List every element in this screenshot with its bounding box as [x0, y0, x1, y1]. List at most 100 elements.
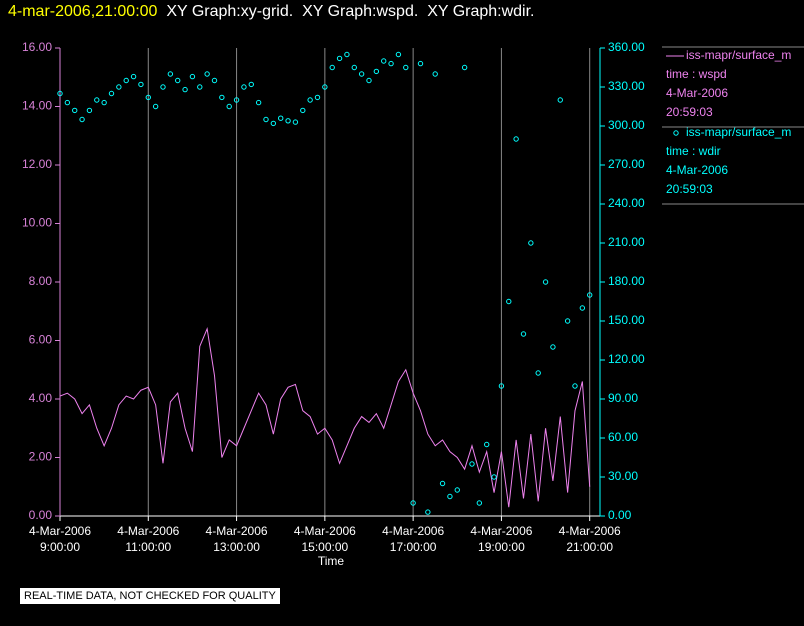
wdir-point: [520, 331, 527, 337]
title-text: XY Graph:xy-grid. XY Graph:wspd. XY Grap…: [166, 3, 535, 20]
wdir-point: [175, 77, 181, 84]
wdir-point: [506, 298, 512, 305]
wdir-point: [373, 68, 380, 75]
wdir-point: [366, 77, 372, 84]
x-tick-label: 4-Mar-2006 11:00:00: [117, 524, 180, 554]
legend-detail: 4-Mar-2006: [666, 163, 728, 177]
y2-tick-label: 120.00: [608, 352, 645, 366]
wdir-point: [292, 119, 299, 125]
y2-tick-label: 270.00: [608, 157, 645, 171]
legend-detail: 20:59:03: [666, 182, 713, 196]
wdir-point: [130, 73, 137, 80]
wdir-point: [255, 99, 262, 106]
wdir-point: [542, 279, 549, 285]
y2-tick-label: 330.00: [608, 79, 645, 93]
wdir-point: [557, 97, 563, 103]
y2-tick-label: 240.00: [608, 196, 645, 210]
wdir-point: [138, 81, 144, 88]
wdir-point: [447, 493, 453, 500]
y-tick-label: 0.00: [29, 508, 53, 522]
wdir-point: [57, 90, 63, 97]
wdir-point: [572, 383, 578, 389]
wdir-point: [204, 71, 210, 77]
y-tick-label: 2.00: [29, 450, 53, 464]
y2-tick-label: 30.00: [608, 469, 638, 483]
wdir-point: [123, 77, 129, 84]
wdir-point: [381, 58, 387, 64]
wdir-point: [314, 94, 321, 101]
wdir-point: [395, 51, 402, 58]
wdir-point: [461, 64, 468, 71]
x-tick-label: 4-Mar-2006 15:00:00: [293, 524, 356, 554]
wdir-point: [160, 84, 166, 90]
quality-note: REAL-TIME DATA, NOT CHECKED FOR QUALITY: [20, 588, 280, 604]
wdir-point: [491, 474, 497, 480]
x-tick-label: 4-Mar-2006 21:00:00: [558, 524, 621, 554]
wdir-point: [469, 461, 475, 467]
y2-tick-label: 360.00: [608, 40, 645, 54]
y2-tick-label: 180.00: [608, 274, 645, 288]
legend-detail: time : wdir: [666, 144, 721, 158]
wdir-point: [454, 487, 460, 493]
y-tick-label: 14.00: [22, 99, 52, 113]
wdir-point: [300, 107, 306, 114]
x-tick-label: 4-Mar-2006 9:00:00: [28, 524, 92, 554]
legend-label: iss-mapr/surface_m: [686, 48, 791, 62]
x-tick-label: 4-Mar-2006 13:00:00: [205, 524, 268, 554]
wdir-point: [72, 107, 78, 114]
legend-detail: 20:59:03: [666, 105, 713, 119]
wdir-point: [211, 77, 218, 84]
wdir-point: [278, 115, 284, 121]
wdir-point: [425, 509, 431, 515]
wdir-point: [64, 99, 71, 106]
wdir-point: [388, 60, 394, 67]
x-tick-label: 4-Mar-2006 17:00:00: [382, 524, 445, 554]
wdir-point: [410, 500, 416, 506]
y2-tick-label: 60.00: [608, 430, 638, 444]
wdir-point: [145, 94, 151, 101]
y-tick-label: 16.00: [22, 40, 52, 54]
y-tick-label: 8.00: [29, 274, 53, 288]
legend-swatch: [673, 130, 679, 136]
wdir-point: [94, 97, 100, 103]
y2-tick-label: 210.00: [608, 235, 645, 249]
wdir-point: [535, 370, 541, 376]
wdir-point: [285, 118, 291, 124]
x-axis-label: Time: [318, 554, 345, 568]
wdir-point: [233, 97, 240, 103]
wdir-point: [241, 84, 247, 90]
wdir-point: [403, 64, 409, 71]
y2-tick-label: 150.00: [608, 313, 645, 327]
wdir-point: [270, 120, 277, 127]
wdir-point: [329, 64, 335, 71]
wdir-point: [351, 64, 357, 71]
wdir-point: [579, 305, 586, 311]
title-time: 4-mar-2006,21:00:00: [8, 3, 158, 20]
wdir-point: [476, 500, 483, 506]
y-tick-label: 10.00: [22, 216, 52, 230]
y-tick-label: 6.00: [29, 333, 53, 347]
y-tick-label: 12.00: [22, 157, 52, 171]
legend-detail: 4-Mar-2006: [666, 86, 728, 100]
wdir-point: [86, 107, 93, 114]
wdir-point: [336, 55, 343, 62]
wdir-point: [226, 103, 232, 110]
wdir-point: [108, 90, 115, 97]
y2-tick-label: 0.00: [608, 508, 632, 522]
wdir-point: [322, 84, 328, 90]
wdir-point: [263, 116, 269, 123]
wdir-point: [79, 116, 85, 123]
wdir-point: [167, 71, 174, 77]
wdir-point: [197, 84, 203, 90]
chart-title: 4-mar-2006,21:00:00 XY Graph:xy-grid. XY…: [8, 3, 535, 21]
wdir-point: [439, 480, 446, 487]
wdir-point: [587, 292, 593, 298]
wdir-point: [564, 318, 571, 324]
wdir-point: [248, 81, 254, 88]
wdir-point: [307, 97, 313, 103]
wdir-point: [101, 99, 107, 106]
wdir-point: [116, 84, 122, 90]
